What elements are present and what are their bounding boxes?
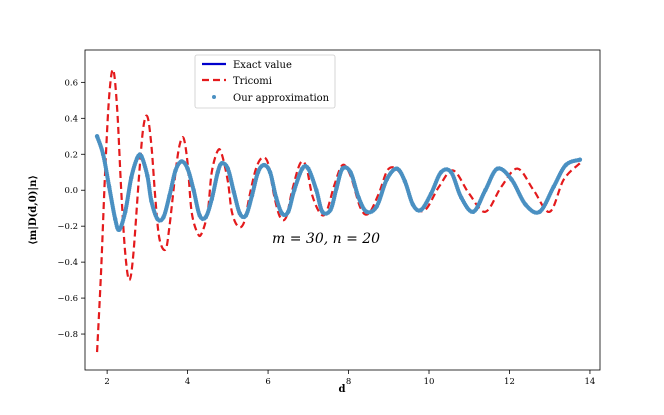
approximation-point bbox=[129, 175, 134, 180]
approximation-point bbox=[112, 216, 118, 222]
legend-approx-label: Our approximation bbox=[233, 93, 330, 104]
series-layer bbox=[94, 68, 583, 353]
y-tick-label: −0.6 bbox=[57, 294, 78, 304]
y-tick-label: 0.2 bbox=[64, 150, 78, 160]
x-tick-label: 4 bbox=[185, 377, 190, 387]
approximation-point bbox=[161, 214, 166, 220]
approximation-point bbox=[394, 166, 400, 171]
y-tick-label: 0.0 bbox=[64, 186, 78, 196]
approximation-point bbox=[225, 166, 231, 171]
x-tick-label: 6 bbox=[265, 377, 270, 387]
approximation-point bbox=[215, 170, 220, 175]
approximation-point bbox=[292, 188, 297, 193]
approximation-point bbox=[185, 166, 190, 171]
x-tick-label: 2 bbox=[104, 377, 109, 387]
approximation-point bbox=[209, 197, 214, 202]
approximation-point bbox=[179, 159, 184, 164]
approximation-point bbox=[314, 188, 319, 193]
x-tick-label: 14 bbox=[585, 377, 596, 387]
y-axis-label: ⟨m|D(d,0)|n⟩ bbox=[28, 175, 39, 245]
legend: Exact value Tricomi Our approximation bbox=[194, 54, 336, 109]
approximation-point bbox=[106, 184, 112, 189]
y-tick-label: 0.4 bbox=[64, 114, 78, 124]
approximation-point bbox=[117, 227, 122, 232]
approximation-point bbox=[261, 162, 267, 168]
y-tick-label: 0.6 bbox=[64, 78, 78, 88]
legend-box bbox=[194, 54, 336, 109]
approximation-point bbox=[306, 166, 311, 171]
approximation-point bbox=[94, 134, 100, 139]
approximation-point bbox=[237, 211, 243, 216]
approximation-point bbox=[191, 188, 196, 193]
approximation-point bbox=[428, 191, 434, 197]
legend-exact-label: Exact value bbox=[233, 60, 292, 71]
approximation-point bbox=[418, 207, 424, 213]
x-tick-label: 12 bbox=[504, 377, 515, 387]
approximation-point bbox=[279, 211, 285, 216]
approximation-point bbox=[123, 209, 128, 214]
approximation-point bbox=[255, 170, 261, 175]
approximation-point bbox=[551, 184, 556, 189]
approximation-point bbox=[249, 193, 255, 198]
approximation-point bbox=[203, 214, 208, 220]
legend-tricomi-label: Tricomi bbox=[233, 76, 272, 87]
approximation-point bbox=[537, 209, 542, 214]
series-approximation-dots bbox=[94, 134, 582, 233]
approximation-point bbox=[563, 162, 568, 168]
approximation-point bbox=[577, 157, 583, 162]
approximation-point bbox=[173, 168, 178, 173]
approximation-point bbox=[135, 155, 140, 161]
approximation-point bbox=[300, 166, 305, 171]
approximation-point bbox=[149, 198, 154, 204]
approximation-point bbox=[448, 170, 454, 175]
approximation-point bbox=[219, 161, 224, 166]
approximation-point bbox=[145, 173, 150, 179]
approximation-point bbox=[320, 209, 325, 214]
approximation-point bbox=[523, 202, 528, 207]
approximation-point bbox=[438, 170, 444, 175]
approximation-point bbox=[471, 209, 476, 214]
approximation-point bbox=[458, 195, 464, 200]
axes-layer: 2 4 6 8 10 12 14 −0.8 −0.6 −0.4 −0.2 0.0 0.2 0.4 0.6 bbox=[57, 78, 595, 387]
approximation-point bbox=[155, 216, 160, 222]
approximation-point bbox=[328, 207, 333, 213]
approximation-point bbox=[483, 188, 488, 193]
approximation-point bbox=[285, 209, 291, 214]
x-axis-label: d bbox=[339, 384, 346, 395]
approximation-point bbox=[267, 170, 273, 175]
approximation-point bbox=[356, 195, 361, 200]
annotation-text: m = 30, n = 20 bbox=[272, 231, 380, 247]
y-tick-label: −0.2 bbox=[57, 222, 78, 232]
approximation-point bbox=[167, 193, 172, 198]
plot-frame bbox=[84, 49, 601, 371]
approximation-point bbox=[100, 152, 106, 157]
approximation-point bbox=[402, 179, 408, 184]
series-tricomi-line bbox=[95, 68, 581, 353]
approximation-point bbox=[410, 202, 416, 207]
approximation-point bbox=[340, 166, 345, 171]
y-tick-label: −0.4 bbox=[57, 258, 78, 268]
approximation-point bbox=[495, 166, 500, 171]
approximation-point bbox=[273, 195, 279, 200]
approximation-point bbox=[197, 213, 202, 218]
x-tick-label: 10 bbox=[424, 377, 435, 387]
y-tick-label: −0.8 bbox=[57, 330, 78, 340]
approximation-point bbox=[348, 170, 353, 175]
approximation-point bbox=[231, 189, 237, 195]
approximation-point bbox=[374, 204, 379, 209]
approximation-point bbox=[384, 177, 389, 182]
approximation-point bbox=[243, 213, 249, 218]
legend-approx-swatch bbox=[212, 95, 216, 99]
approximation-point bbox=[334, 186, 339, 191]
x-tick-label: 8 bbox=[346, 377, 351, 387]
approximation-point bbox=[364, 209, 369, 214]
approximation-point bbox=[509, 177, 514, 182]
approximation-point bbox=[139, 153, 144, 159]
